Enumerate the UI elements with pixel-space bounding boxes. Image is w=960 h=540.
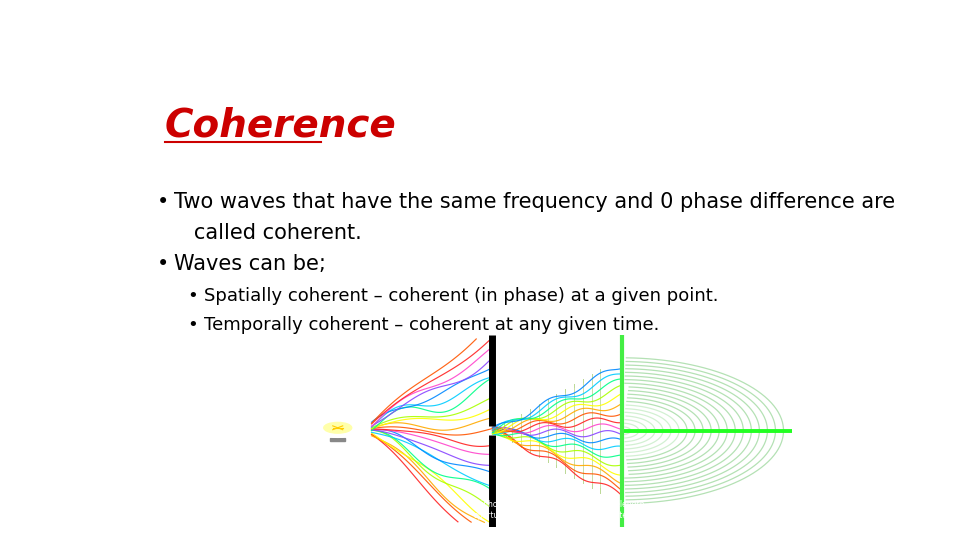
Bar [330, 438, 346, 441]
Text: incoherent: incoherent [385, 340, 430, 349]
Text: •: • [187, 316, 198, 334]
Text: •: • [187, 287, 198, 305]
Text: Temporally coherent – coherent at any given time.: Temporally coherent – coherent at any gi… [204, 316, 660, 334]
Text: Spatially coherent – coherent (in phase) at a given point.: Spatially coherent – coherent (in phase)… [204, 287, 719, 305]
Text: •: • [157, 254, 170, 274]
Circle shape [313, 418, 363, 437]
Text: pinhole
aperture: pinhole aperture [473, 501, 507, 520]
Text: called coherent.: called coherent. [175, 223, 362, 243]
Text: •: • [157, 192, 170, 212]
Text: coherent: coherent [688, 340, 726, 349]
Text: Waves can be;: Waves can be; [175, 254, 326, 274]
Text: spatially
coherent: spatially coherent [529, 340, 571, 359]
Text: Two waves that have the same frequency and 0 phase difference are: Two waves that have the same frequency a… [175, 192, 896, 212]
Circle shape [324, 422, 351, 433]
Text: Coherence: Coherence [165, 106, 396, 144]
Text: Wavelength
filter: Wavelength filter [600, 501, 645, 520]
